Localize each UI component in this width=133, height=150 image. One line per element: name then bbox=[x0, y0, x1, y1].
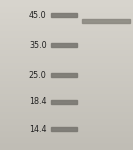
Bar bbox=[51, 13, 77, 17]
Text: 25.0: 25.0 bbox=[29, 70, 47, 80]
Bar bbox=[51, 127, 77, 131]
Text: 18.4: 18.4 bbox=[29, 98, 47, 106]
Bar bbox=[51, 43, 77, 47]
Bar bbox=[51, 100, 77, 104]
Text: 45.0: 45.0 bbox=[29, 11, 47, 20]
Bar bbox=[82, 19, 130, 23]
Text: 14.4: 14.4 bbox=[29, 124, 47, 134]
Bar bbox=[51, 73, 77, 77]
Text: 35.0: 35.0 bbox=[29, 40, 47, 50]
